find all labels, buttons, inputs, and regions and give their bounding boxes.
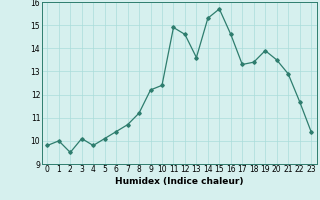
X-axis label: Humidex (Indice chaleur): Humidex (Indice chaleur): [115, 177, 244, 186]
